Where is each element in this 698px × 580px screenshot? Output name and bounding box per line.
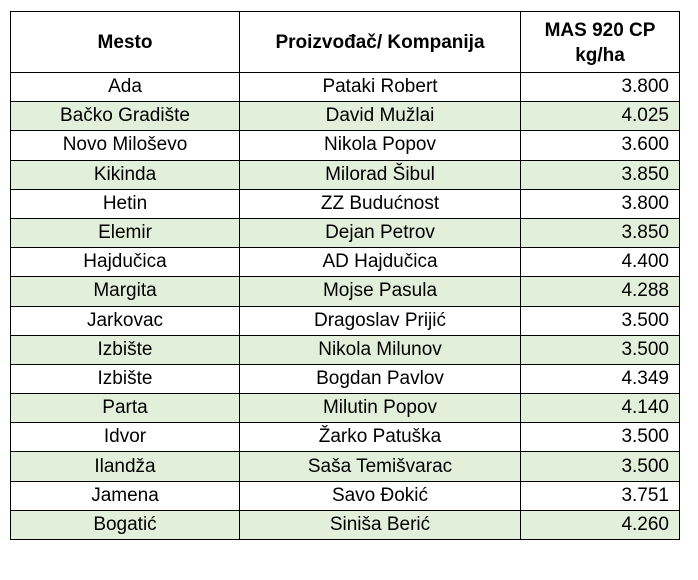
cell-yield: 3.800 [520,71,680,103]
cell-place: Ilandža [10,451,240,482]
cell-yield: 4.260 [520,509,680,541]
header-yield-line1: MAS 920 CP [544,20,656,41]
cell-place: Idvor [10,422,240,453]
cell-producer: Nikola Milunov [239,334,521,365]
cell-place: Margita [10,276,240,307]
yield-table-container: Mesto Proizvođač/ Kompanija MAS 920 CP k… [10,11,680,541]
header-row: Mesto Proizvođač/ Kompanija MAS 920 CP k… [10,11,680,73]
cell-place: Parta [10,393,240,424]
header-yield: MAS 920 CP kg/ha [520,11,680,73]
table-row: Izbište Nikola Milunov 3.500 [10,334,680,365]
table-row: Bogatić Siniša Berić 4.260 [10,509,680,541]
cell-yield: 3.800 [520,188,680,219]
cell-yield: 3.600 [520,130,680,161]
cell-yield: 3.850 [520,159,680,190]
header-producer: Proizvođač/ Kompanija [239,11,521,73]
cell-producer: Nikola Popov [239,130,521,161]
table-row: Hajdučica AD Hajdučica 4.400 [10,247,680,278]
cell-producer: David Mužlai [239,101,521,132]
table-row: Ilandža Saša Temišvarac 3.500 [10,451,680,482]
cell-place: Izbište [10,363,240,395]
table-row: Novo Miloševo Nikola Popov 3.600 [10,130,680,161]
cell-place: Bogatić [10,509,240,541]
cell-producer: Milorad Šibul [239,159,521,190]
cell-place: Hajdučica [10,247,240,278]
cell-place: Jamena [10,480,240,511]
cell-place: Kikinda [10,159,240,190]
cell-yield: 4.400 [520,247,680,278]
yield-table: Mesto Proizvođač/ Kompanija MAS 920 CP k… [10,11,680,541]
cell-producer: Milutin Popov [239,393,521,424]
cell-producer: Žarko Patuška [239,422,521,453]
table-row: Idvor Žarko Patuška 3.500 [10,422,680,453]
table-row: Elemir Dejan Petrov 3.850 [10,217,680,249]
cell-place: Izbište [10,334,240,365]
cell-producer: Dejan Petrov [239,217,521,249]
cell-producer: Siniša Berić [239,509,521,541]
cell-yield: 3.500 [520,451,680,482]
table-row: Hetin ZZ Budućnost 3.800 [10,188,680,219]
table-row: Bačko Gradište David Mužlai 4.025 [10,101,680,132]
cell-producer: Bogdan Pavlov [239,363,521,395]
cell-producer: ZZ Budućnost [239,188,521,219]
cell-yield: 3.751 [520,480,680,511]
cell-place: Jarkovac [10,305,240,336]
cell-yield: 4.025 [520,101,680,132]
table-row: Izbište Bogdan Pavlov 4.349 [10,363,680,395]
cell-yield: 3.850 [520,217,680,249]
table-row: Parta Milutin Popov 4.140 [10,393,680,424]
cell-yield: 3.500 [520,305,680,336]
cell-yield: 3.500 [520,334,680,365]
cell-producer: Savo Đokić [239,480,521,511]
cell-yield: 3.500 [520,422,680,453]
table-header: Mesto Proizvođač/ Kompanija MAS 920 CP k… [10,11,680,73]
cell-place: Bačko Gradište [10,101,240,132]
cell-yield: 4.349 [520,363,680,395]
cell-place: Elemir [10,217,240,249]
header-place: Mesto [10,11,240,73]
cell-producer: Mojse Pasula [239,276,521,307]
header-yield-line2: kg/ha [575,45,625,66]
cell-producer: AD Hajdučica [239,247,521,278]
table-row: Ada Pataki Robert 3.800 [10,71,680,103]
cell-producer: Pataki Robert [239,71,521,103]
table-body: Ada Pataki Robert 3.800 Bačko Gradište David… [10,71,680,541]
cell-producer: Dragoslav Prijić [239,305,521,336]
cell-yield: 4.288 [520,276,680,307]
cell-place: Hetin [10,188,240,219]
cell-place: Novo Miloševo [10,130,240,161]
cell-producer: Saša Temišvarac [239,451,521,482]
table-row: Jamena Savo Đokić 3.751 [10,480,680,511]
table-row: Kikinda Milorad Šibul 3.850 [10,159,680,190]
cell-place: Ada [10,71,240,103]
table-row: Jarkovac Dragoslav Prijić 3.500 [10,305,680,336]
cell-yield: 4.140 [520,393,680,424]
table-row: Margita Mojse Pasula 4.288 [10,276,680,307]
